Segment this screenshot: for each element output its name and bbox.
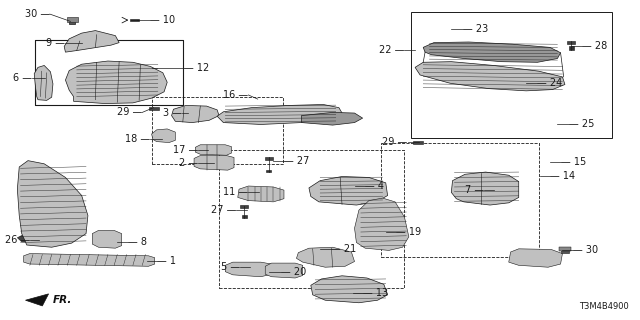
Text: 22 —: 22 — xyxy=(379,44,404,55)
Text: 18 —: 18 — xyxy=(125,134,150,144)
Text: FR.: FR. xyxy=(53,295,72,305)
Polygon shape xyxy=(69,20,76,24)
Text: — 21: — 21 xyxy=(332,244,356,254)
Text: — 8: — 8 xyxy=(128,237,147,247)
Text: 16 —: 16 — xyxy=(223,90,248,100)
Polygon shape xyxy=(92,230,122,248)
Text: 2 —: 2 — xyxy=(179,158,198,168)
Polygon shape xyxy=(413,141,423,144)
Bar xyxy=(219,150,404,288)
Text: 11 —: 11 — xyxy=(223,187,248,197)
Polygon shape xyxy=(355,198,409,251)
Polygon shape xyxy=(195,145,232,155)
Text: 29 —: 29 — xyxy=(117,108,142,117)
Text: 29 —: 29 — xyxy=(382,137,408,147)
Polygon shape xyxy=(241,215,246,218)
Polygon shape xyxy=(559,247,571,252)
Polygon shape xyxy=(569,46,573,50)
Polygon shape xyxy=(131,19,139,21)
Bar xyxy=(381,142,539,257)
Polygon shape xyxy=(301,112,363,125)
Text: — 12: — 12 xyxy=(184,63,209,73)
Polygon shape xyxy=(65,61,167,104)
Polygon shape xyxy=(34,66,53,100)
Polygon shape xyxy=(67,17,78,22)
Polygon shape xyxy=(309,177,388,205)
Polygon shape xyxy=(561,249,569,252)
Polygon shape xyxy=(423,42,561,62)
Text: — 27: — 27 xyxy=(284,156,309,166)
Polygon shape xyxy=(24,253,155,266)
Text: 30 —: 30 — xyxy=(25,9,50,19)
Polygon shape xyxy=(509,249,563,267)
Text: — 24: — 24 xyxy=(538,78,563,88)
Text: — 19: — 19 xyxy=(396,227,422,237)
Polygon shape xyxy=(415,62,565,91)
Polygon shape xyxy=(26,294,49,306)
Text: 26 —: 26 — xyxy=(4,235,30,245)
Polygon shape xyxy=(17,161,88,247)
Text: — 25: — 25 xyxy=(569,119,594,130)
Text: T3M4B4900: T3M4B4900 xyxy=(579,302,629,311)
Polygon shape xyxy=(240,205,248,208)
Polygon shape xyxy=(225,262,271,277)
Text: — 15: — 15 xyxy=(561,156,586,167)
Text: — 23: — 23 xyxy=(463,24,488,34)
Text: 9 —: 9 — xyxy=(47,38,65,48)
Polygon shape xyxy=(172,105,219,123)
Polygon shape xyxy=(451,172,519,205)
Bar xyxy=(35,40,183,105)
Bar xyxy=(412,12,612,138)
Text: 3 —: 3 — xyxy=(163,108,182,118)
Text: 27 —: 27 — xyxy=(211,205,236,215)
Text: — 14: — 14 xyxy=(550,171,575,181)
Text: 6 —: 6 — xyxy=(13,73,32,83)
Bar xyxy=(35,40,183,105)
Text: — 28: — 28 xyxy=(582,41,607,52)
Text: — 4: — 4 xyxy=(365,181,384,191)
Polygon shape xyxy=(265,263,303,278)
Polygon shape xyxy=(265,157,273,160)
Polygon shape xyxy=(217,105,342,124)
Text: — 20: — 20 xyxy=(282,267,307,277)
Text: — 13: — 13 xyxy=(363,288,388,298)
Text: 5 —: 5 — xyxy=(221,262,240,272)
Polygon shape xyxy=(64,31,119,52)
Text: 7 —: 7 — xyxy=(465,185,484,195)
Text: — 30: — 30 xyxy=(573,245,598,255)
Text: — 1: — 1 xyxy=(157,256,175,266)
Polygon shape xyxy=(296,247,355,267)
Text: — 10: — 10 xyxy=(150,15,175,25)
Polygon shape xyxy=(17,236,64,243)
Polygon shape xyxy=(238,186,284,202)
Polygon shape xyxy=(266,170,271,172)
Polygon shape xyxy=(311,276,388,303)
Polygon shape xyxy=(568,41,575,44)
Polygon shape xyxy=(152,129,175,142)
Polygon shape xyxy=(194,156,234,170)
Polygon shape xyxy=(149,107,159,109)
Text: 17 —: 17 — xyxy=(173,145,198,155)
Bar xyxy=(152,97,283,164)
